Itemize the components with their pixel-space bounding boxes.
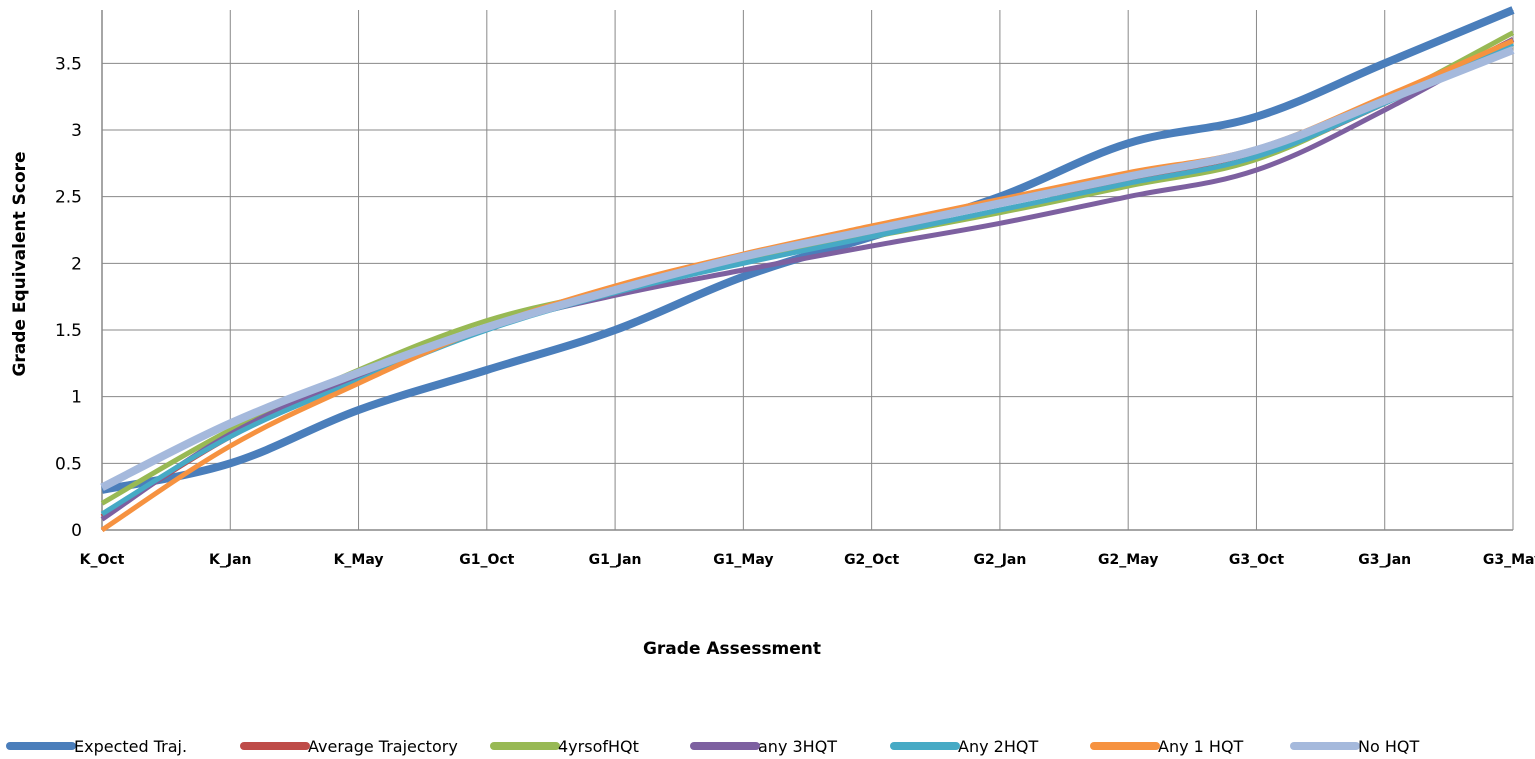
series-line-3 (100, 37, 1515, 522)
legend-item: Expected Traj. (6, 737, 187, 756)
gridlines (101, 10, 1514, 531)
x-tick-label: G1_May (713, 552, 773, 568)
x-tick-label: G1_Oct (459, 552, 514, 568)
legend-item: No HQT (1290, 737, 1419, 756)
legend: Expected Traj. Average Trajectory 4yrsofHQ… (6, 737, 1419, 756)
x-tick-label: G2_Jan (973, 552, 1026, 568)
legend-item: Any 1 HQT (1090, 737, 1244, 756)
x-tick-label: G2_Oct (844, 552, 899, 568)
legend-item: 4yrsofHQt (490, 737, 639, 756)
series-line-4 (100, 41, 1515, 517)
x-tick-label: G2_May (1098, 552, 1158, 568)
x-axis-title: Grade Assessment (643, 639, 821, 659)
y-tick-label: 3 (71, 121, 82, 141)
series-line-1 (100, 37, 1515, 519)
legend-label: No HQT (1358, 737, 1419, 756)
series-lines (100, 6, 1515, 533)
x-tick-label: G3_Oct (1229, 552, 1284, 568)
y-tick-label: 2 (71, 254, 82, 274)
legend-label: 4yrsofHQt (558, 737, 639, 756)
y-tick-label: 2.5 (55, 188, 82, 208)
legend-item: Average Trajectory (240, 737, 458, 756)
x-tick-label: K_May (334, 552, 384, 568)
legend-label: Any 2HQT (958, 737, 1038, 756)
x-tick-label: G3_May (1483, 552, 1535, 568)
series-line-6 (100, 46, 1515, 491)
legend-label: Any 1 HQT (1158, 737, 1244, 756)
y-tick-label: 0 (71, 521, 82, 541)
legend-label: Average Trajectory (308, 737, 458, 756)
y-tick-label: 1 (71, 388, 82, 408)
x-tick-label: K_Jan (209, 552, 251, 568)
legend-label: Expected Traj. (74, 737, 187, 756)
series-line-5 (100, 38, 1515, 533)
y-tick-label: 3.5 (55, 54, 82, 74)
x-tick-label: G3_Jan (1358, 552, 1411, 568)
y-axis-title: Grade Equivalent Score (10, 151, 30, 376)
y-axis-ticks: 0 0.5 1 1.5 2 2.5 3 3.5 (55, 54, 82, 541)
x-tick-label: G1_Jan (589, 552, 642, 568)
y-tick-label: 0.5 (55, 454, 82, 474)
y-tick-label: 1.5 (55, 321, 82, 341)
x-axis-ticks: K_Oct K_Jan K_May G1_Oct G1_Jan G1_May G2_Oct G… (80, 552, 1535, 568)
legend-label: any 3HQT (758, 737, 837, 756)
legend-item: Any 2HQT (890, 737, 1038, 756)
legend-item: any 3HQT (690, 737, 837, 756)
x-tick-label: K_Oct (80, 552, 125, 568)
